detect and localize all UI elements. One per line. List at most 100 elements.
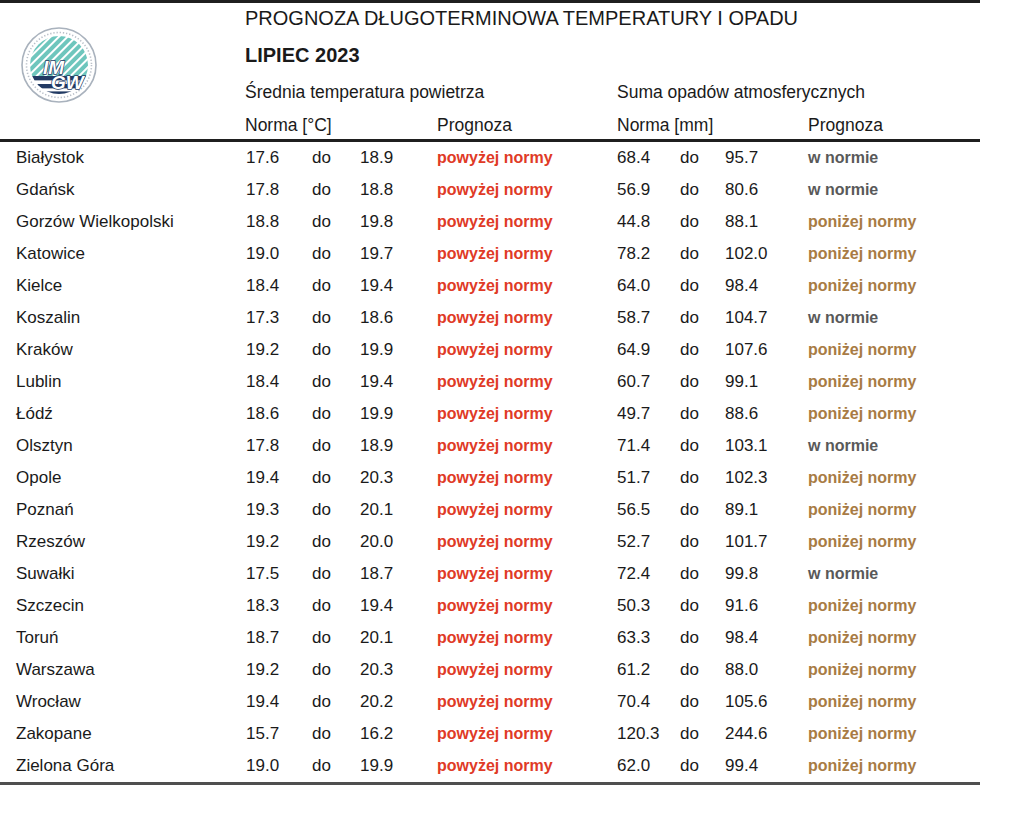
precip-range-separator: do: [680, 494, 699, 526]
table-row: Łódź 18.6 do 19.9 powyżej normy 49.7 do …: [0, 398, 1024, 430]
precip-forecast-column-header: Prognoza: [808, 115, 883, 136]
temp-range-separator: do: [312, 750, 331, 782]
temp-norm-high: 20.3: [360, 654, 393, 686]
temp-range-separator: do: [312, 622, 331, 654]
city-name: Zakopane: [16, 718, 92, 750]
forecast-table: Białystok 17.6 do 18.9 powyżej normy 68.…: [0, 142, 1024, 782]
city-name: Szczecin: [16, 590, 84, 622]
precip-norm-low: 52.7: [617, 526, 650, 558]
precip-norm-low: 120.3: [617, 718, 660, 750]
temp-norm-high: 20.0: [360, 526, 393, 558]
precip-norm-high: 244.6: [725, 718, 768, 750]
temp-norm-high: 19.7: [360, 238, 393, 270]
precip-range-separator: do: [680, 398, 699, 430]
precip-norm-high: 95.7: [725, 142, 758, 174]
temp-range-separator: do: [312, 142, 331, 174]
city-name: Koszalin: [16, 302, 80, 334]
precip-forecast-value: poniżej normy: [808, 334, 916, 366]
precip-norm-high: 88.6: [725, 398, 758, 430]
table-row: Zakopane 15.7 do 16.2 powyżej normy 120.…: [0, 718, 1024, 750]
precipitation-section-header: Suma opadów atmosferycznych: [617, 82, 865, 103]
temp-range-separator: do: [312, 334, 331, 366]
city-name: Wrocław: [16, 686, 81, 718]
temp-forecast-value: powyżej normy: [437, 558, 553, 590]
temp-norm-high: 19.4: [360, 590, 393, 622]
temp-range-separator: do: [312, 206, 331, 238]
city-name: Kraków: [16, 334, 73, 366]
precip-range-separator: do: [680, 686, 699, 718]
table-row: Wrocław 19.4 do 20.2 powyżej normy 70.4 …: [0, 686, 1024, 718]
precip-range-separator: do: [680, 718, 699, 750]
table-row: Suwałki 17.5 do 18.7 powyżej normy 72.4 …: [0, 558, 1024, 590]
temp-forecast-value: powyżej normy: [437, 238, 553, 270]
temp-forecast-value: powyżej normy: [437, 718, 553, 750]
table-row: Olsztyn 17.8 do 18.9 powyżej normy 71.4 …: [0, 430, 1024, 462]
table-row: Katowice 19.0 do 19.7 powyżej normy 78.2…: [0, 238, 1024, 270]
temp-range-separator: do: [312, 558, 331, 590]
city-name: Toruń: [16, 622, 59, 654]
temp-norm-low: 19.2: [246, 654, 279, 686]
precip-norm-column-header: Norma [mm]: [617, 115, 713, 136]
table-row: Lublin 18.4 do 19.4 powyżej normy 60.7 d…: [0, 366, 1024, 398]
precip-range-separator: do: [680, 302, 699, 334]
table-row: Koszalin 17.3 do 18.6 powyżej normy 58.7…: [0, 302, 1024, 334]
page-title: PROGNOZA DŁUGOTERMINOWA TEMPERATURY I OP…: [245, 7, 798, 30]
precip-range-separator: do: [680, 622, 699, 654]
city-name: Gdańsk: [16, 174, 75, 206]
precip-norm-high: 102.3: [725, 462, 768, 494]
month-subtitle: LIPIEC 2023: [245, 44, 360, 67]
temp-range-separator: do: [312, 174, 331, 206]
precip-forecast-value: poniżej normy: [808, 622, 916, 654]
temp-norm-low: 19.2: [246, 334, 279, 366]
precip-norm-high: 80.6: [725, 174, 758, 206]
precip-forecast-value: poniżej normy: [808, 686, 916, 718]
temp-norm-low: 18.7: [246, 622, 279, 654]
precip-range-separator: do: [680, 750, 699, 782]
temp-forecast-value: powyżej normy: [437, 654, 553, 686]
precip-norm-low: 56.9: [617, 174, 650, 206]
temp-norm-low: 19.4: [246, 462, 279, 494]
temp-range-separator: do: [312, 526, 331, 558]
precip-norm-low: 68.4: [617, 142, 650, 174]
temp-forecast-column-header: Prognoza: [437, 115, 512, 136]
temp-norm-low: 18.4: [246, 366, 279, 398]
temp-norm-high: 19.4: [360, 366, 393, 398]
precip-forecast-value: w normie: [808, 174, 878, 206]
temp-norm-high: 19.4: [360, 270, 393, 302]
city-name: Poznań: [16, 494, 74, 526]
top-rule: [0, 0, 980, 3]
precip-range-separator: do: [680, 334, 699, 366]
bottom-rule: [0, 782, 980, 785]
precip-range-separator: do: [680, 430, 699, 462]
precip-range-separator: do: [680, 270, 699, 302]
city-name: Katowice: [16, 238, 85, 270]
precip-norm-low: 62.0: [617, 750, 650, 782]
temp-range-separator: do: [312, 398, 331, 430]
temp-range-separator: do: [312, 494, 331, 526]
precip-norm-low: 60.7: [617, 366, 650, 398]
temp-norm-column-header: Norma [°C]: [245, 115, 332, 136]
precip-range-separator: do: [680, 462, 699, 494]
table-row: Kielce 18.4 do 19.4 powyżej normy 64.0 d…: [0, 270, 1024, 302]
temp-norm-high: 18.6: [360, 302, 393, 334]
temp-forecast-value: powyżej normy: [437, 750, 553, 782]
temp-forecast-value: powyżej normy: [437, 622, 553, 654]
table-row: Poznań 19.3 do 20.1 powyżej normy 56.5 d…: [0, 494, 1024, 526]
table-row: Białystok 17.6 do 18.9 powyżej normy 68.…: [0, 142, 1024, 174]
table-row: Gdańsk 17.8 do 18.8 powyżej normy 56.9 d…: [0, 174, 1024, 206]
precip-norm-high: 98.4: [725, 622, 758, 654]
precip-forecast-value: w normie: [808, 558, 878, 590]
temp-norm-low: 17.3: [246, 302, 279, 334]
temp-norm-low: 17.8: [246, 430, 279, 462]
temp-forecast-value: powyżej normy: [437, 270, 553, 302]
precip-range-separator: do: [680, 366, 699, 398]
precip-norm-high: 99.4: [725, 750, 758, 782]
precip-norm-low: 49.7: [617, 398, 650, 430]
precip-range-separator: do: [680, 590, 699, 622]
precip-norm-low: 63.3: [617, 622, 650, 654]
precip-norm-low: 70.4: [617, 686, 650, 718]
table-row: Szczecin 18.3 do 19.4 powyżej normy 50.3…: [0, 590, 1024, 622]
precip-forecast-value: poniżej normy: [808, 270, 916, 302]
temp-norm-low: 15.7: [246, 718, 279, 750]
temp-range-separator: do: [312, 238, 331, 270]
